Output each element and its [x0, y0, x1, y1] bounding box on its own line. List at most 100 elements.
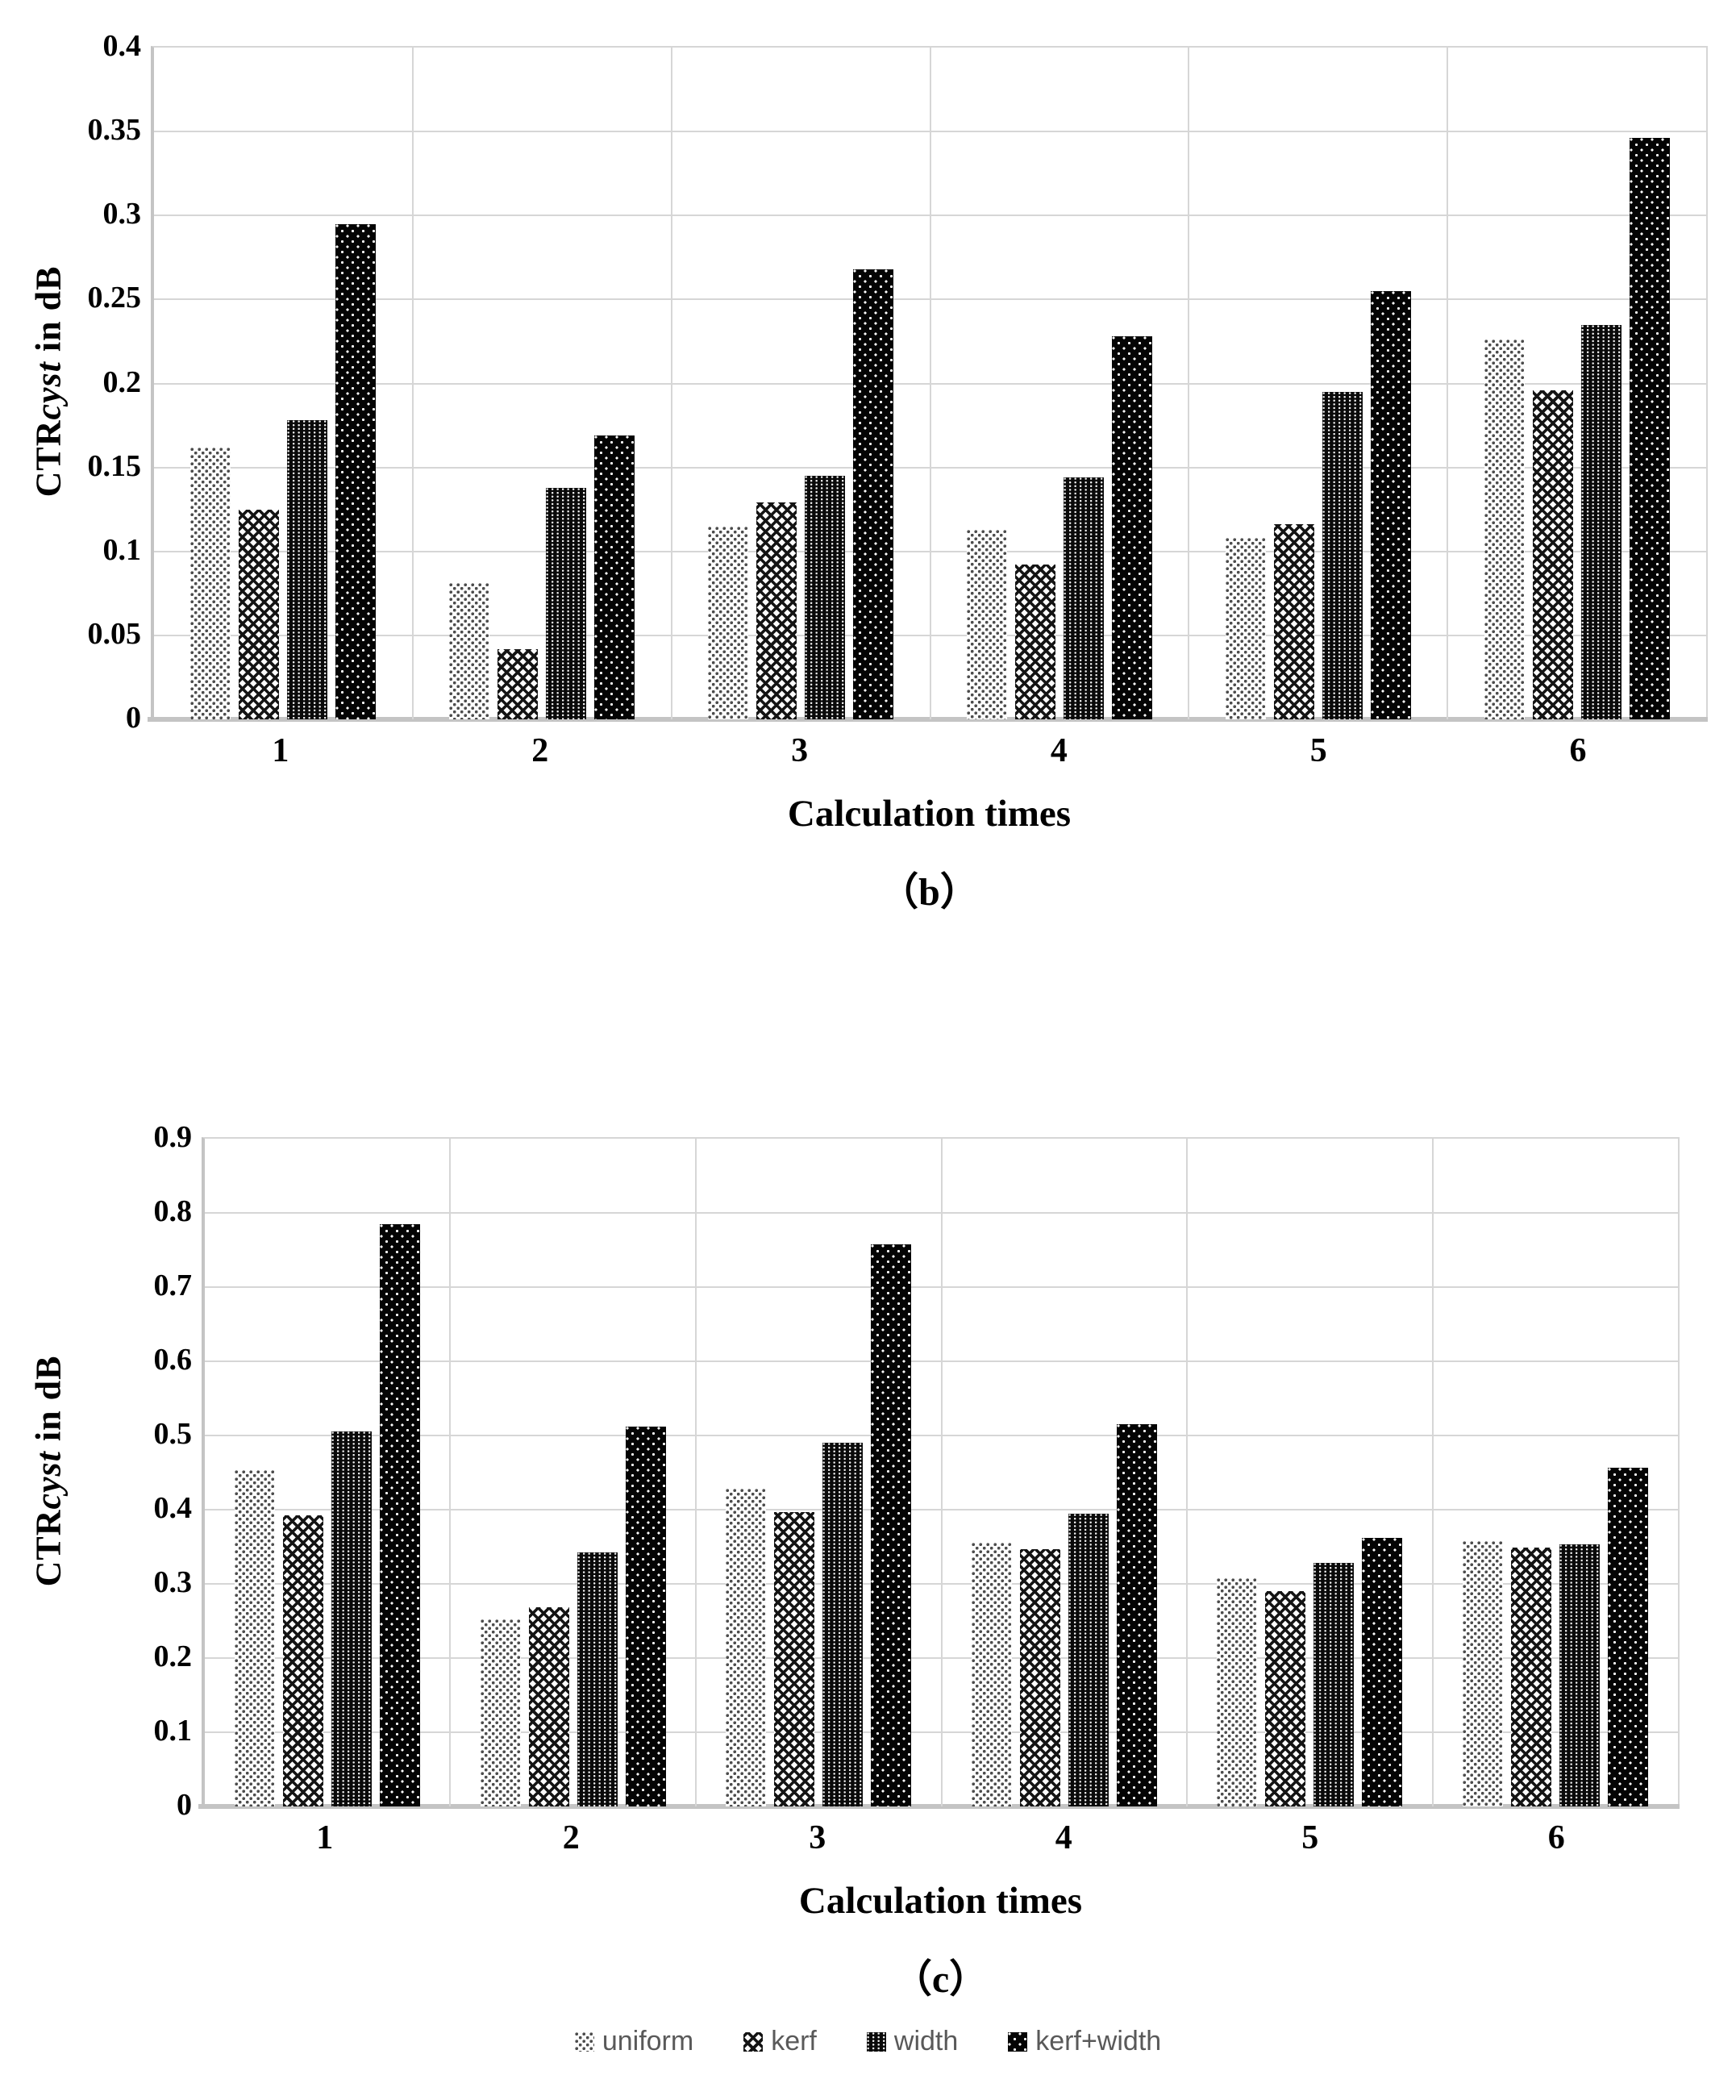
bar-kerf-x6 [1532, 390, 1573, 719]
x-tick-label: 3 [809, 1819, 826, 1856]
bar-uniform-x1 [235, 1470, 276, 1806]
bar-kerf+width-x1 [335, 224, 377, 719]
bar-kerf-x5 [1265, 1591, 1306, 1806]
bar-width-x6 [1559, 1544, 1600, 1806]
legend-label: kerf [771, 2026, 817, 2056]
bar-kerf+width-x6 [1629, 138, 1670, 719]
y-tick-label: 0.2 [153, 1640, 193, 1673]
bar-width-x3 [822, 1443, 864, 1806]
bar-kerf-x1 [239, 510, 280, 719]
v-gridline [1185, 1139, 1188, 1806]
x-axis-line [198, 1804, 1680, 1809]
bar-width-x1 [331, 1431, 373, 1806]
y-axis-title-c: CTRcyst in dB [28, 1356, 69, 1587]
bar-uniform-x4 [966, 530, 1007, 719]
v-gridline [670, 48, 672, 719]
bar-kerf+width-x6 [1607, 1468, 1648, 1806]
chart-panel-b: CTRcyst in dB 0.4 0.35 0.3 0.25 0.2 0.15 0.1 0.… [24, 31, 1708, 916]
y-tick-label: 0 [126, 701, 141, 735]
legend-item-width: width [866, 2026, 958, 2057]
legend-label: kerf+width [1035, 2026, 1162, 2056]
v-gridline [449, 1139, 452, 1806]
bar-uniform-x1 [190, 448, 231, 719]
bar-uniform-x3 [708, 527, 749, 719]
v-gridline [940, 1139, 943, 1806]
bar-group-2 [451, 1139, 697, 1806]
y-axis-title-italic: cyst [28, 1451, 69, 1510]
y-tick-label: 0.2 [102, 365, 142, 399]
bar-group-4 [930, 48, 1189, 719]
y-tick-label: 0.25 [87, 281, 142, 315]
bar-kerf-x6 [1510, 1548, 1551, 1806]
bar-group-5 [1187, 1139, 1433, 1806]
y-axis-title-italic: cyst [28, 361, 69, 420]
bar-width-x4 [1068, 1514, 1109, 1806]
bar-kerf+width-x2 [625, 1427, 666, 1806]
y-axis-tick-labels-b: 0.4 0.35 0.3 0.25 0.2 0.15 0.1 0.05 0 [73, 31, 151, 916]
bar-uniform-x2 [449, 583, 490, 719]
y-axis-title-b: CTRcyst in dB [28, 266, 69, 498]
bar-width-x6 [1580, 325, 1622, 719]
bar-kerf+width-x5 [1362, 1538, 1403, 1806]
bar-group-5 [1189, 48, 1447, 719]
x-tick-label: 1 [316, 1819, 334, 1856]
bar-group-6 [1433, 1139, 1679, 1806]
bar-kerf+width-x5 [1370, 291, 1411, 719]
bar-kerf-x1 [283, 1515, 324, 1806]
plot-area-b [148, 46, 1708, 722]
legend-item-kerf-width: kerf+width [1008, 2026, 1161, 2057]
bar-width-x5 [1322, 392, 1363, 719]
bar-group-2 [413, 48, 672, 719]
bar-kerf-x3 [756, 502, 797, 719]
bar-width-x2 [546, 488, 587, 719]
bar-kerf-x2 [528, 1607, 569, 1806]
bar-uniform-x5 [1217, 1578, 1258, 1806]
chart-panel-c: CTRcyst in dB 0.9 0.8 0.7 0.6 0.5 0.4 0.3 0.2 0.… [24, 1122, 1680, 2003]
bar-group-4 [942, 1139, 1188, 1806]
bar-kerf-x3 [774, 1512, 815, 1806]
v-gridline [1431, 1139, 1434, 1806]
bar-uniform-x5 [1225, 538, 1266, 719]
y-axis-title-suffix: in dB [28, 265, 69, 362]
bar-width-x4 [1063, 477, 1104, 719]
bar-group-3 [696, 1139, 942, 1806]
y-tick-label: 0.8 [153, 1194, 193, 1228]
v-gridline [1188, 48, 1190, 719]
y-tick-label: 0.6 [153, 1343, 193, 1377]
y-tick-label: 0.4 [153, 1491, 193, 1525]
plot-area-c [198, 1137, 1680, 1809]
bar-kerf-x2 [497, 649, 539, 719]
plot-column-b: 1 2 3 4 5 6 Calculation times （b） [148, 46, 1708, 916]
y-tick-label: 0.3 [153, 1565, 193, 1599]
bar-group-6 [1447, 48, 1706, 719]
x-axis-title-b: Calculation times [787, 793, 1072, 835]
vertical-dotted-black-icon [866, 2031, 886, 2052]
y-axis-title-area-c: CTRcyst in dB [24, 1137, 73, 2003]
x-tick-label: 3 [791, 732, 809, 769]
bar-kerf+width-x3 [871, 1244, 912, 1806]
bar-uniform-x4 [971, 1543, 1012, 1806]
bar-kerf+width-x4 [1116, 1424, 1157, 1806]
y-tick-label: 0.1 [153, 1714, 193, 1748]
v-gridline [929, 48, 931, 719]
bar-kerf-x4 [1019, 1549, 1060, 1806]
y-tick-label: 0 [177, 1788, 192, 1822]
x-tick-label: 6 [1547, 1819, 1565, 1856]
gray-dot-checker-icon [574, 2031, 594, 2052]
bar-group-3 [672, 48, 930, 719]
y-tick-label: 0.15 [87, 448, 142, 483]
x-tick-label: 4 [1055, 1819, 1072, 1856]
v-gridline [1447, 48, 1449, 719]
bar-group-1 [205, 1139, 451, 1806]
v-gridline [694, 1139, 697, 1806]
x-tick-label: 1 [272, 732, 289, 769]
y-axis-title-suffix: in dB [28, 1355, 69, 1452]
x-axis-tick-labels-c: 1 2 3 4 5 6 [202, 1819, 1680, 1856]
y-tick-label: 0.9 [153, 1120, 193, 1154]
x-tick-label: 4 [1050, 732, 1068, 769]
x-axis-line [148, 717, 1708, 722]
y-tick-label: 0.4 [102, 29, 142, 63]
y-tick-label: 0.05 [87, 616, 142, 651]
bar-group-1 [154, 48, 413, 719]
y-axis-title-area-b: CTRcyst in dB [24, 46, 73, 916]
